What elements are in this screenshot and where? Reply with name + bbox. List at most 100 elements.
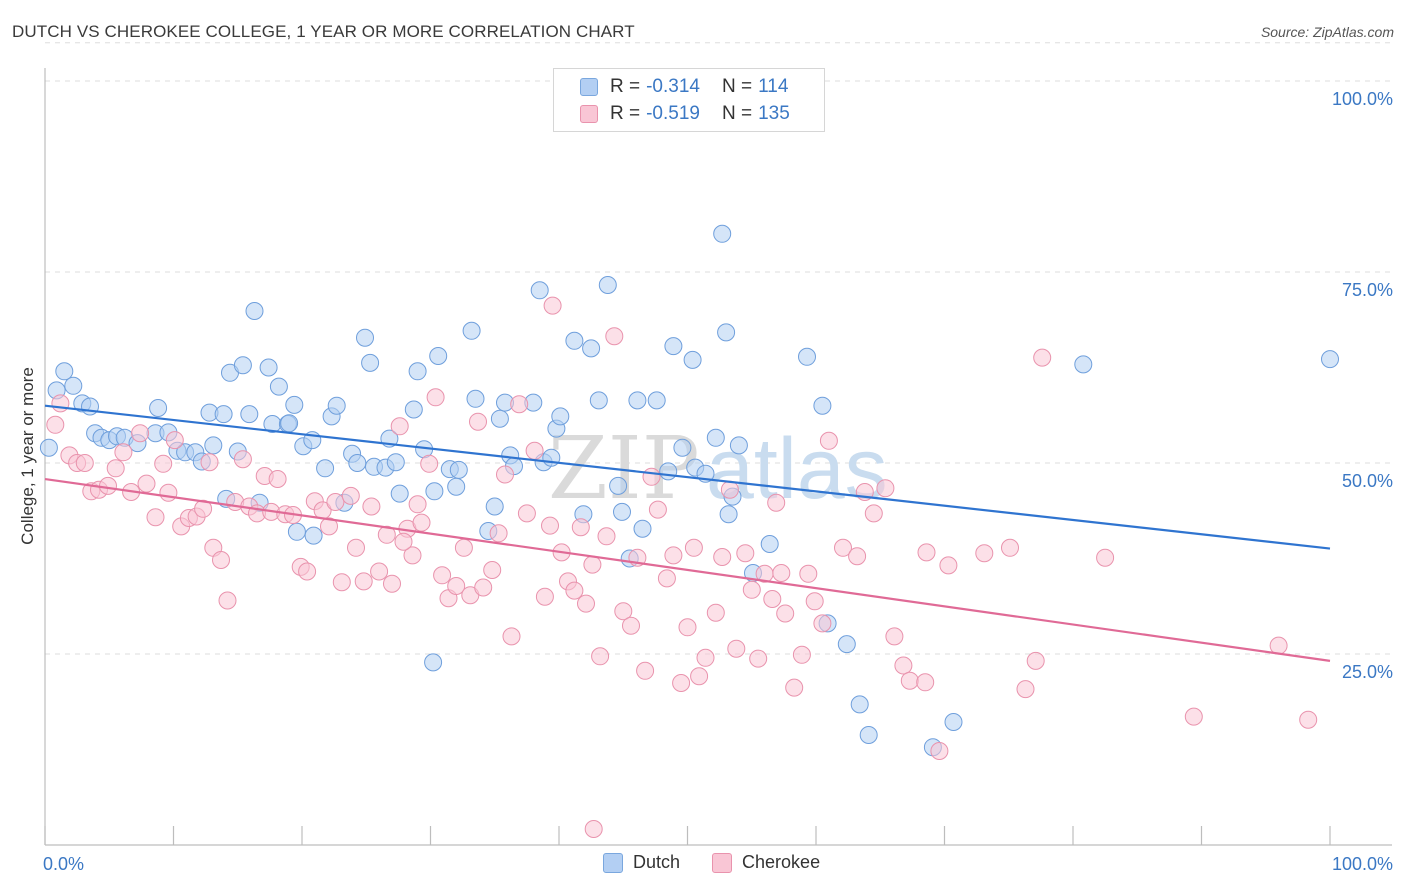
legend-n-label: N =	[721, 103, 753, 124]
point-cherokee	[1033, 348, 1052, 367]
point-cherokee	[727, 639, 746, 658]
point-cherokee	[403, 546, 422, 565]
point-cherokee	[154, 454, 173, 473]
point-cherokee	[114, 443, 133, 462]
point-cherokee	[320, 517, 338, 536]
y-axis-title: College, 1 year or more	[18, 367, 37, 545]
point-cherokee	[664, 546, 683, 565]
point-cherokee	[876, 479, 895, 498]
point-dutch	[628, 391, 647, 410]
point-cherokee	[200, 453, 219, 472]
data-points	[39, 224, 1339, 838]
point-cherokee	[622, 616, 640, 635]
point-cherokee	[975, 544, 994, 563]
point-cherokee	[1269, 636, 1288, 655]
point-dutch	[245, 302, 264, 320]
point-cherokee	[1026, 651, 1045, 670]
point-dutch	[837, 635, 856, 654]
point-dutch	[613, 502, 631, 521]
point-cherokee	[454, 538, 473, 557]
point-cherokee	[541, 516, 559, 535]
legend-n-value: 114	[758, 76, 789, 97]
point-cherokee	[218, 591, 237, 610]
point-cherokee	[690, 667, 709, 686]
legend-swatch-cherokee	[580, 105, 598, 123]
point-dutch	[551, 407, 570, 426]
point-cherokee	[792, 645, 811, 664]
point-cherokee	[917, 543, 936, 562]
point-cherokee	[939, 556, 958, 575]
point-dutch	[425, 482, 444, 501]
point-cherokee	[496, 465, 514, 484]
point-dutch	[386, 453, 405, 472]
point-cherokee	[805, 592, 824, 611]
point-cherokee	[848, 547, 867, 566]
point-dutch	[485, 497, 504, 516]
point-dutch	[565, 331, 584, 350]
point-cherokee	[799, 564, 818, 583]
point-cherokee	[535, 587, 554, 606]
point-cherokee	[194, 499, 213, 518]
point-cherokee	[332, 573, 351, 592]
point-dutch	[589, 391, 608, 410]
point-dutch	[598, 276, 617, 294]
point-dutch	[760, 535, 779, 553]
point-dutch	[316, 459, 335, 478]
point-cherokee	[474, 578, 493, 597]
point-cherokee	[159, 483, 178, 502]
point-cherokee	[583, 555, 602, 574]
point-cherokee	[233, 450, 252, 469]
trend-lines	[44, 404, 1331, 662]
point-dutch	[240, 405, 259, 424]
point-cherokee	[834, 538, 852, 557]
point-cherokee	[543, 296, 562, 315]
point-cherokee	[483, 561, 502, 579]
series-legend-cherokee[interactable]: Cherokee	[712, 852, 820, 873]
trend-line-dutch	[44, 404, 1331, 550]
point-cherokee	[46, 415, 65, 434]
correlation-legend: R = -0.314 N = 114 R = -0.519 N = 135	[553, 68, 825, 132]
tick-labels: 25.0% 50.0% 75.0% 100.0% 0.0% 100.0%	[43, 89, 1393, 874]
point-dutch	[462, 321, 481, 340]
point-cherokee	[51, 394, 70, 413]
series-label-dutch: Dutch	[633, 852, 681, 872]
point-cherokee	[510, 395, 529, 414]
point-cherokee	[577, 594, 595, 613]
point-dutch	[706, 428, 725, 447]
chart-source: Source: ZipAtlas.com	[1260, 24, 1394, 40]
point-dutch	[466, 389, 485, 408]
series-legend-dutch[interactable]: Dutch	[603, 852, 680, 873]
legend-r-value: -0.519	[646, 103, 700, 124]
point-cherokee	[394, 532, 413, 551]
point-cherokee	[696, 648, 715, 667]
point-cherokee	[672, 674, 691, 692]
point-dutch	[719, 505, 738, 524]
point-dutch	[798, 347, 816, 366]
point-cherokee	[642, 467, 661, 486]
point-dutch	[659, 462, 678, 481]
point-cherokee	[591, 647, 610, 666]
point-cherokee	[565, 581, 584, 600]
legend-r-label: R =	[610, 103, 641, 124]
point-dutch	[664, 337, 683, 356]
point-dutch	[280, 414, 299, 433]
point-dutch	[449, 460, 468, 479]
point-dutch	[39, 438, 58, 457]
point-dutch	[429, 347, 448, 365]
y-tick-label: 100.0%	[1332, 89, 1393, 109]
point-cherokee	[347, 538, 365, 557]
point-cherokee	[212, 551, 230, 569]
point-dutch	[269, 377, 288, 396]
point-cherokee	[502, 627, 521, 646]
point-dutch	[204, 436, 223, 455]
point-cherokee	[571, 518, 590, 537]
point-cherokee	[489, 524, 508, 543]
point-dutch	[490, 409, 509, 428]
point-cherokee	[657, 569, 676, 588]
point-cherokee	[146, 508, 165, 527]
point-cherokee	[678, 618, 697, 637]
point-cherokee	[298, 562, 317, 581]
trend-line-cherokee	[44, 477, 1331, 662]
point-cherokee	[1299, 710, 1318, 729]
point-cherokee	[813, 614, 832, 633]
